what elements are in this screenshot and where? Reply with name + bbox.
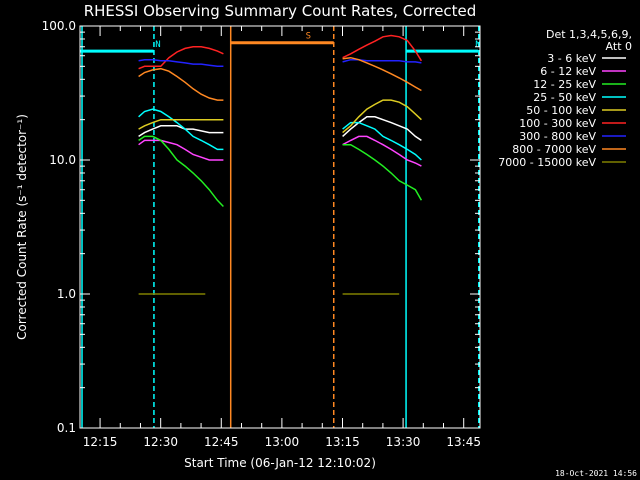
series-line (342, 99, 422, 134)
legend-header: Det 1,3,4,5,6,9, (546, 28, 632, 41)
legend-label: 12 - 25 keV (533, 78, 596, 91)
chart-title: RHESSI Observing Summary Count Rates, Co… (84, 2, 477, 20)
x-tick-label: 13:15 (325, 435, 360, 449)
legend-label: 800 - 7000 keV (512, 143, 596, 156)
x-tick-label: 13:00 (265, 435, 300, 449)
y-tick-label: 10.0 (49, 153, 76, 167)
series-line (138, 118, 224, 130)
series-line (342, 116, 422, 142)
legend-label: 7000 - 15000 keV (498, 156, 596, 169)
legend-label: 6 - 12 keV (540, 65, 596, 78)
series-line (342, 121, 422, 161)
series-line (138, 135, 224, 208)
legend-label: 100 - 300 keV (519, 117, 596, 130)
y-tick-label: 1.0 (57, 287, 76, 301)
series-line (138, 125, 224, 138)
legend-label: 50 - 100 keV (526, 104, 596, 117)
legend-header: Att 0 (606, 40, 632, 53)
x-tick-label: 13:45 (446, 435, 481, 449)
y-tick-label: 0.1 (57, 421, 76, 435)
x-axis-label: Start Time (06-Jan-12 12:10:02) (184, 456, 376, 470)
flag-label: S (306, 32, 311, 42)
series-line (342, 143, 423, 201)
series-line (342, 34, 423, 62)
legend-label: 3 - 6 keV (547, 52, 596, 65)
legend-label: 300 - 800 keV (519, 130, 596, 143)
x-tick-label: 12:45 (204, 435, 239, 449)
series-line (138, 58, 224, 68)
legend-label: 25 - 50 keV (533, 91, 596, 104)
series-line (138, 46, 224, 70)
series-line (138, 139, 224, 161)
flag-label: N (155, 40, 160, 50)
x-tick-label: 13:30 (386, 435, 421, 449)
y-tick-label: 100.0 (42, 19, 76, 33)
series-line (342, 56, 422, 92)
plot-frame (79, 25, 481, 429)
flag-label: N (475, 40, 480, 50)
series-line (342, 58, 422, 64)
series-line (138, 108, 224, 151)
x-tick-label: 12:30 (143, 435, 178, 449)
series-line (138, 67, 224, 101)
y-axis-label: Corrected Count Rate (s⁻¹ detector⁻¹) (15, 114, 29, 340)
timestamp: 18-Oct-2021 14:56 (555, 469, 637, 478)
x-tick-label: 12:15 (83, 435, 118, 449)
series-line (342, 135, 422, 167)
